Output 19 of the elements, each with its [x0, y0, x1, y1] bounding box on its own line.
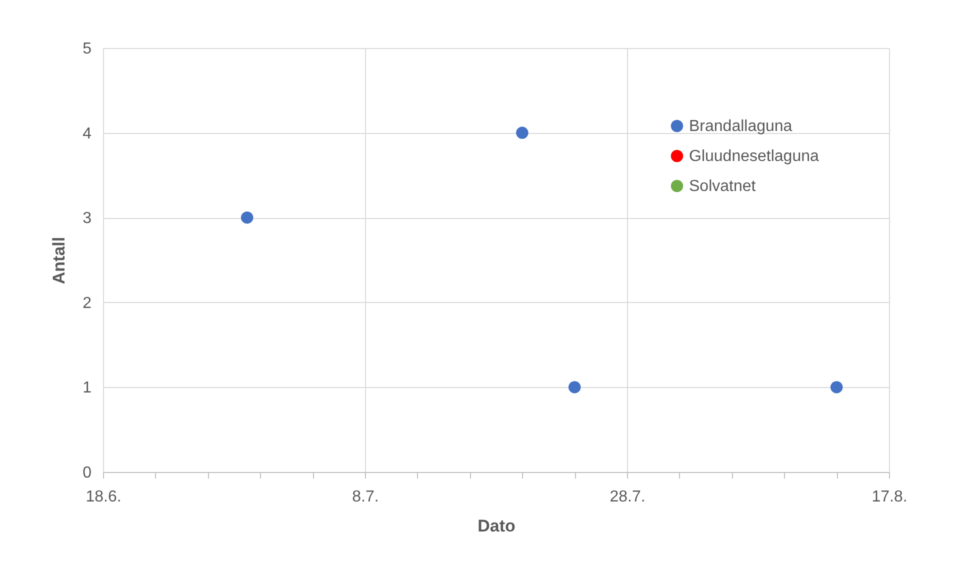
y-axis-title: Antall — [50, 236, 69, 284]
point — [830, 381, 843, 394]
legend-label: Solvatnet — [689, 178, 756, 195]
y-tick-label: 4 — [82, 125, 92, 142]
x-tick-label: 17.8. — [872, 488, 908, 506]
x-tick-label: 18.6. — [86, 488, 122, 506]
point — [516, 126, 528, 139]
x-tick-label: 8.7. — [352, 488, 379, 506]
legend-label: Gluudnesetlaguna — [689, 148, 819, 165]
x-tick-label: 28.7. — [610, 488, 646, 506]
y-tick-label: 2 — [82, 294, 92, 312]
point — [568, 381, 581, 394]
y-tick-label: 1 — [82, 380, 92, 397]
y-tick-label: 3 — [82, 210, 92, 228]
y-tick-label: 5 — [82, 40, 92, 58]
x-axis-title: Dato — [478, 516, 516, 536]
y-tick-label: 0 — [82, 464, 92, 482]
legend-label: Brandallaguna — [689, 118, 792, 135]
point — [240, 211, 254, 224]
